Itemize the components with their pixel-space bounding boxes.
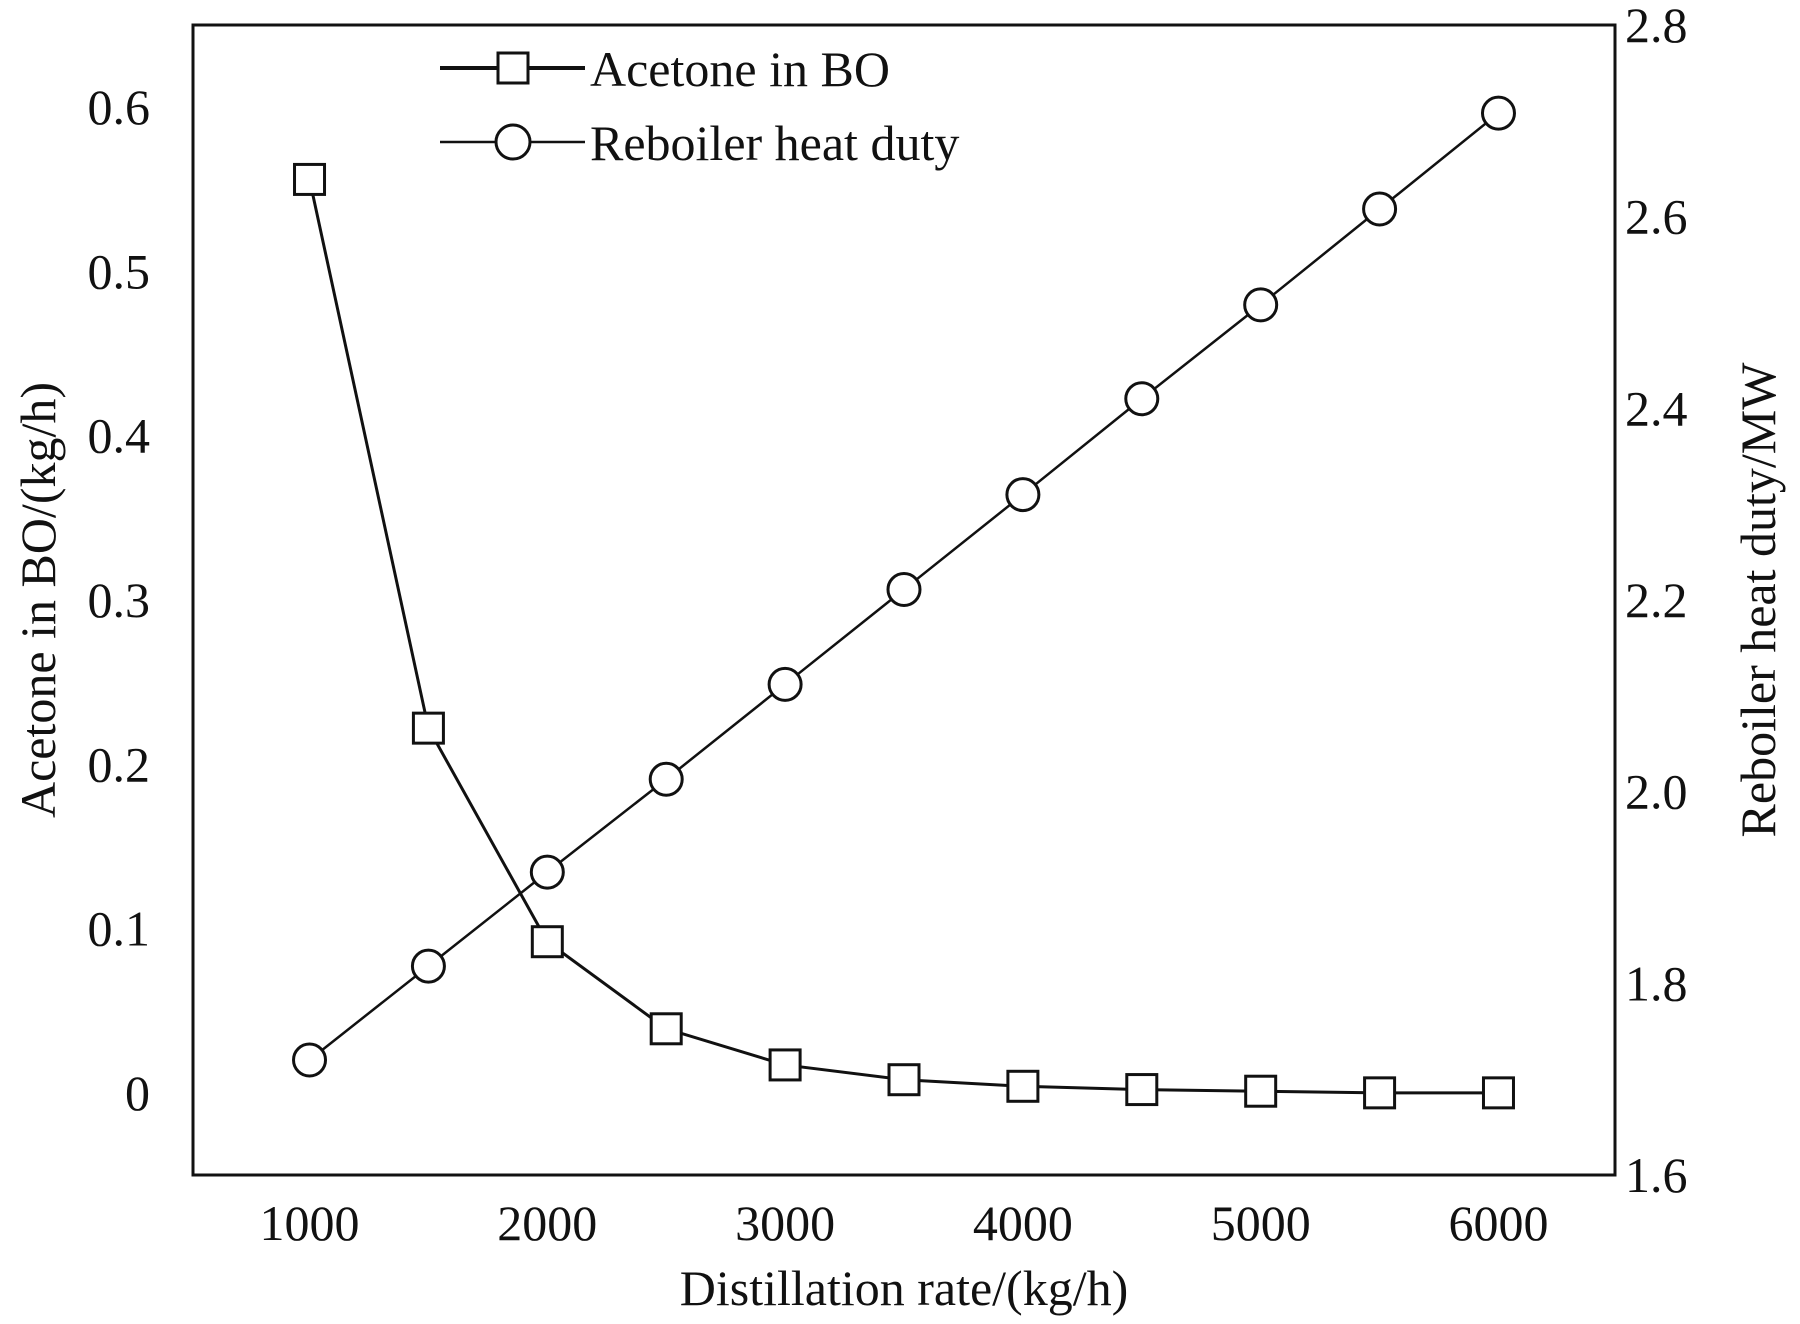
reboiler-point	[410, 948, 446, 984]
y2-tick-label: 2.8	[1625, 0, 1688, 53]
y-tick-label: 0.5	[88, 243, 151, 299]
acetone-point	[1481, 1076, 1515, 1110]
x-tick-label: 4000	[973, 1195, 1073, 1251]
acetone-point	[293, 162, 327, 196]
x-tick-label: 1000	[260, 1195, 360, 1251]
plot-frame	[191, 23, 1617, 1177]
reboiler-point	[1480, 95, 1516, 131]
y-tick-label: 0.1	[88, 901, 151, 957]
reboiler-point	[1362, 191, 1398, 227]
y2-tick-label: 2.6	[1625, 189, 1688, 245]
y-tick-label: 0.4	[88, 408, 151, 464]
acetone-point	[1006, 1069, 1040, 1103]
acetone-point	[530, 925, 564, 959]
reboiler-point	[886, 571, 922, 607]
acetone-point	[1125, 1073, 1159, 1107]
legend: Acetone in BO Reboiler heat duty	[440, 41, 959, 171]
reboiler-point	[529, 854, 565, 890]
x-tick-label: 6000	[1448, 1195, 1548, 1251]
y2-axis-label: Reboiler heat duty/MW	[1730, 362, 1786, 838]
reboiler-point	[1124, 381, 1160, 417]
y-tick-label: 0.6	[88, 79, 151, 135]
reboiler-point	[1243, 287, 1279, 323]
legend-square-marker	[496, 51, 530, 85]
x-tick-label: 3000	[735, 1195, 835, 1251]
legend-circle-marker	[494, 123, 532, 161]
acetone-point	[411, 711, 445, 745]
y2-tick-label: 1.6	[1625, 1147, 1688, 1203]
y-axis-label: Acetone in BO/(kg/h)	[10, 382, 66, 818]
acetone-point	[649, 1012, 683, 1046]
x-tick-label: 2000	[497, 1195, 597, 1251]
y-tick-label: 0.3	[88, 572, 151, 628]
acetone-point	[1244, 1074, 1278, 1108]
acetone-point	[1363, 1076, 1397, 1110]
y2-tick-label: 2.2	[1625, 572, 1688, 628]
acetone-point	[768, 1048, 802, 1082]
x-tick-label: 5000	[1211, 1195, 1311, 1251]
reboiler-point	[292, 1042, 328, 1078]
y-tick-label: 0.2	[88, 736, 151, 792]
y2-tick-label: 1.8	[1625, 955, 1688, 1011]
reboiler-point	[767, 666, 803, 702]
legend-label-reboiler: Reboiler heat duty	[590, 115, 959, 171]
x-axis-label: Distillation rate/(kg/h)	[680, 1260, 1129, 1316]
legend-label-acetone: Acetone in BO	[590, 41, 890, 97]
acetone-line	[308, 179, 1499, 1095]
y-tick-label: 0	[125, 1065, 150, 1121]
reboiler-point	[1005, 477, 1041, 513]
y2-tick-label: 2.4	[1625, 380, 1688, 436]
y2-tick-label: 2.0	[1625, 764, 1688, 820]
reboiler-point	[648, 761, 684, 797]
acetone-point	[887, 1063, 921, 1097]
